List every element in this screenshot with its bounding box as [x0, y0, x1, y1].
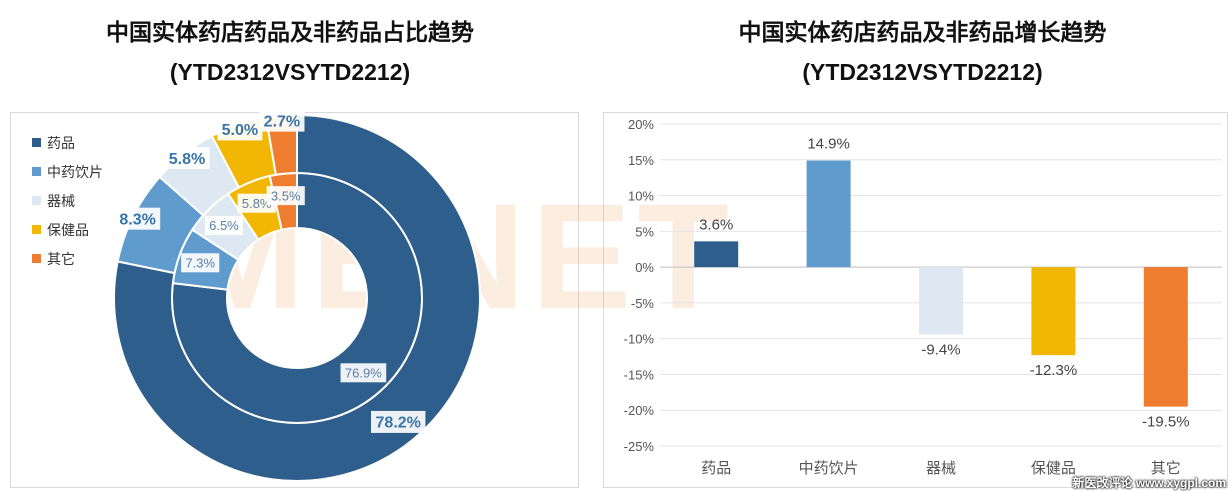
bar	[1143, 267, 1188, 407]
bar-data-label: 3.6%	[699, 216, 733, 233]
donut-label-box	[115, 207, 161, 230]
legend-item: 其它	[32, 244, 103, 273]
bar-chart-frame	[603, 112, 1228, 488]
left-title-line2: (YTD2312VSYTD2212)	[169, 59, 411, 85]
y-tick-label: 0%	[635, 260, 654, 275]
x-tick-label: 其它	[1151, 459, 1181, 477]
donut-data-label: 2.7%	[264, 113, 300, 130]
legend-item: 器械	[32, 186, 103, 215]
donut-data-label: 76.9%	[345, 365, 382, 380]
legend-label: 其它	[47, 251, 75, 268]
legend-label: 保健品	[47, 222, 89, 239]
x-tick-label: 药品	[701, 459, 731, 477]
donut-data-label: 3.5%	[271, 188, 301, 203]
y-tick-label: 5%	[635, 224, 654, 239]
donut-data-label: 5.0%	[222, 122, 258, 139]
right-title-line1: 中国实体药店药品及非药品增长趋势	[738, 19, 1107, 45]
x-tick-label: 器械	[926, 459, 956, 477]
legend-item: 中药饮片	[32, 157, 103, 186]
bar	[806, 160, 851, 268]
donut-data-label: 5.8%	[242, 196, 272, 211]
donut-data-label: 5.8%	[169, 151, 205, 168]
donut-data-label: 7.3%	[185, 255, 215, 270]
y-tick-label: -25%	[624, 439, 655, 454]
x-tick-label: 保健品	[1031, 459, 1076, 477]
legend-item: 药品	[32, 128, 103, 157]
donut-legend: 药品中药饮片器械保健品其它	[32, 128, 103, 273]
donut-label-box	[340, 363, 387, 383]
right-title-line2: (YTD2312VSYTD2212)	[802, 59, 1043, 85]
donut-label-box	[371, 410, 426, 433]
donut-label-box	[204, 215, 244, 235]
donut-label-box	[266, 186, 305, 206]
legend-item: 保健品	[32, 215, 103, 244]
legend-label: 中药饮片	[47, 164, 103, 181]
donut-label-box	[181, 253, 220, 273]
legend-swatch	[32, 138, 41, 147]
y-tick-label: -10%	[624, 332, 655, 347]
y-tick-label: -20%	[624, 403, 655, 418]
x-tick-label: 中药饮片	[799, 459, 859, 477]
legend-swatch	[32, 167, 41, 176]
left-title-line1: 中国实体药店药品及非药品占比趋势	[106, 19, 474, 45]
y-tick-label: -5%	[631, 296, 655, 311]
bar	[1031, 267, 1076, 356]
donut-label-box	[217, 118, 263, 141]
y-tick-label: 15%	[628, 153, 654, 168]
left-chart-title: 中国实体药店药品及非药品占比趋势 (YTD2312VSYTD2212)	[0, 12, 580, 92]
legend-swatch	[32, 225, 41, 234]
bar-data-label: 14.9%	[807, 135, 850, 152]
y-tick-label: 20%	[628, 117, 654, 132]
bar	[919, 267, 963, 335]
legend-swatch	[32, 254, 41, 263]
donut-slice	[113, 113, 481, 482]
bar-data-label: -9.4%	[921, 341, 960, 358]
legend-label: 器械	[47, 193, 75, 210]
bar-data-label: -12.3%	[1030, 362, 1078, 379]
bar-data-label: -19.5%	[1142, 414, 1190, 431]
bar	[694, 241, 739, 268]
donut-label-box	[164, 147, 210, 170]
footer-watermark: 新医改评论 www.xygpl.com	[1072, 476, 1226, 490]
y-tick-label: 10%	[628, 189, 654, 204]
donut-data-label: 78.2%	[376, 415, 421, 432]
legend-label: 药品	[47, 135, 75, 152]
donut-data-label: 6.5%	[209, 218, 239, 233]
right-chart-title: 中国实体药店药品及非药品增长趋势 (YTD2312VSYTD2212)	[620, 12, 1225, 92]
legend-swatch	[32, 196, 41, 205]
donut-data-label: 8.3%	[119, 211, 155, 228]
donut-label-box	[237, 193, 276, 213]
donut-label-box	[259, 109, 305, 132]
y-tick-label: -15%	[624, 367, 655, 382]
